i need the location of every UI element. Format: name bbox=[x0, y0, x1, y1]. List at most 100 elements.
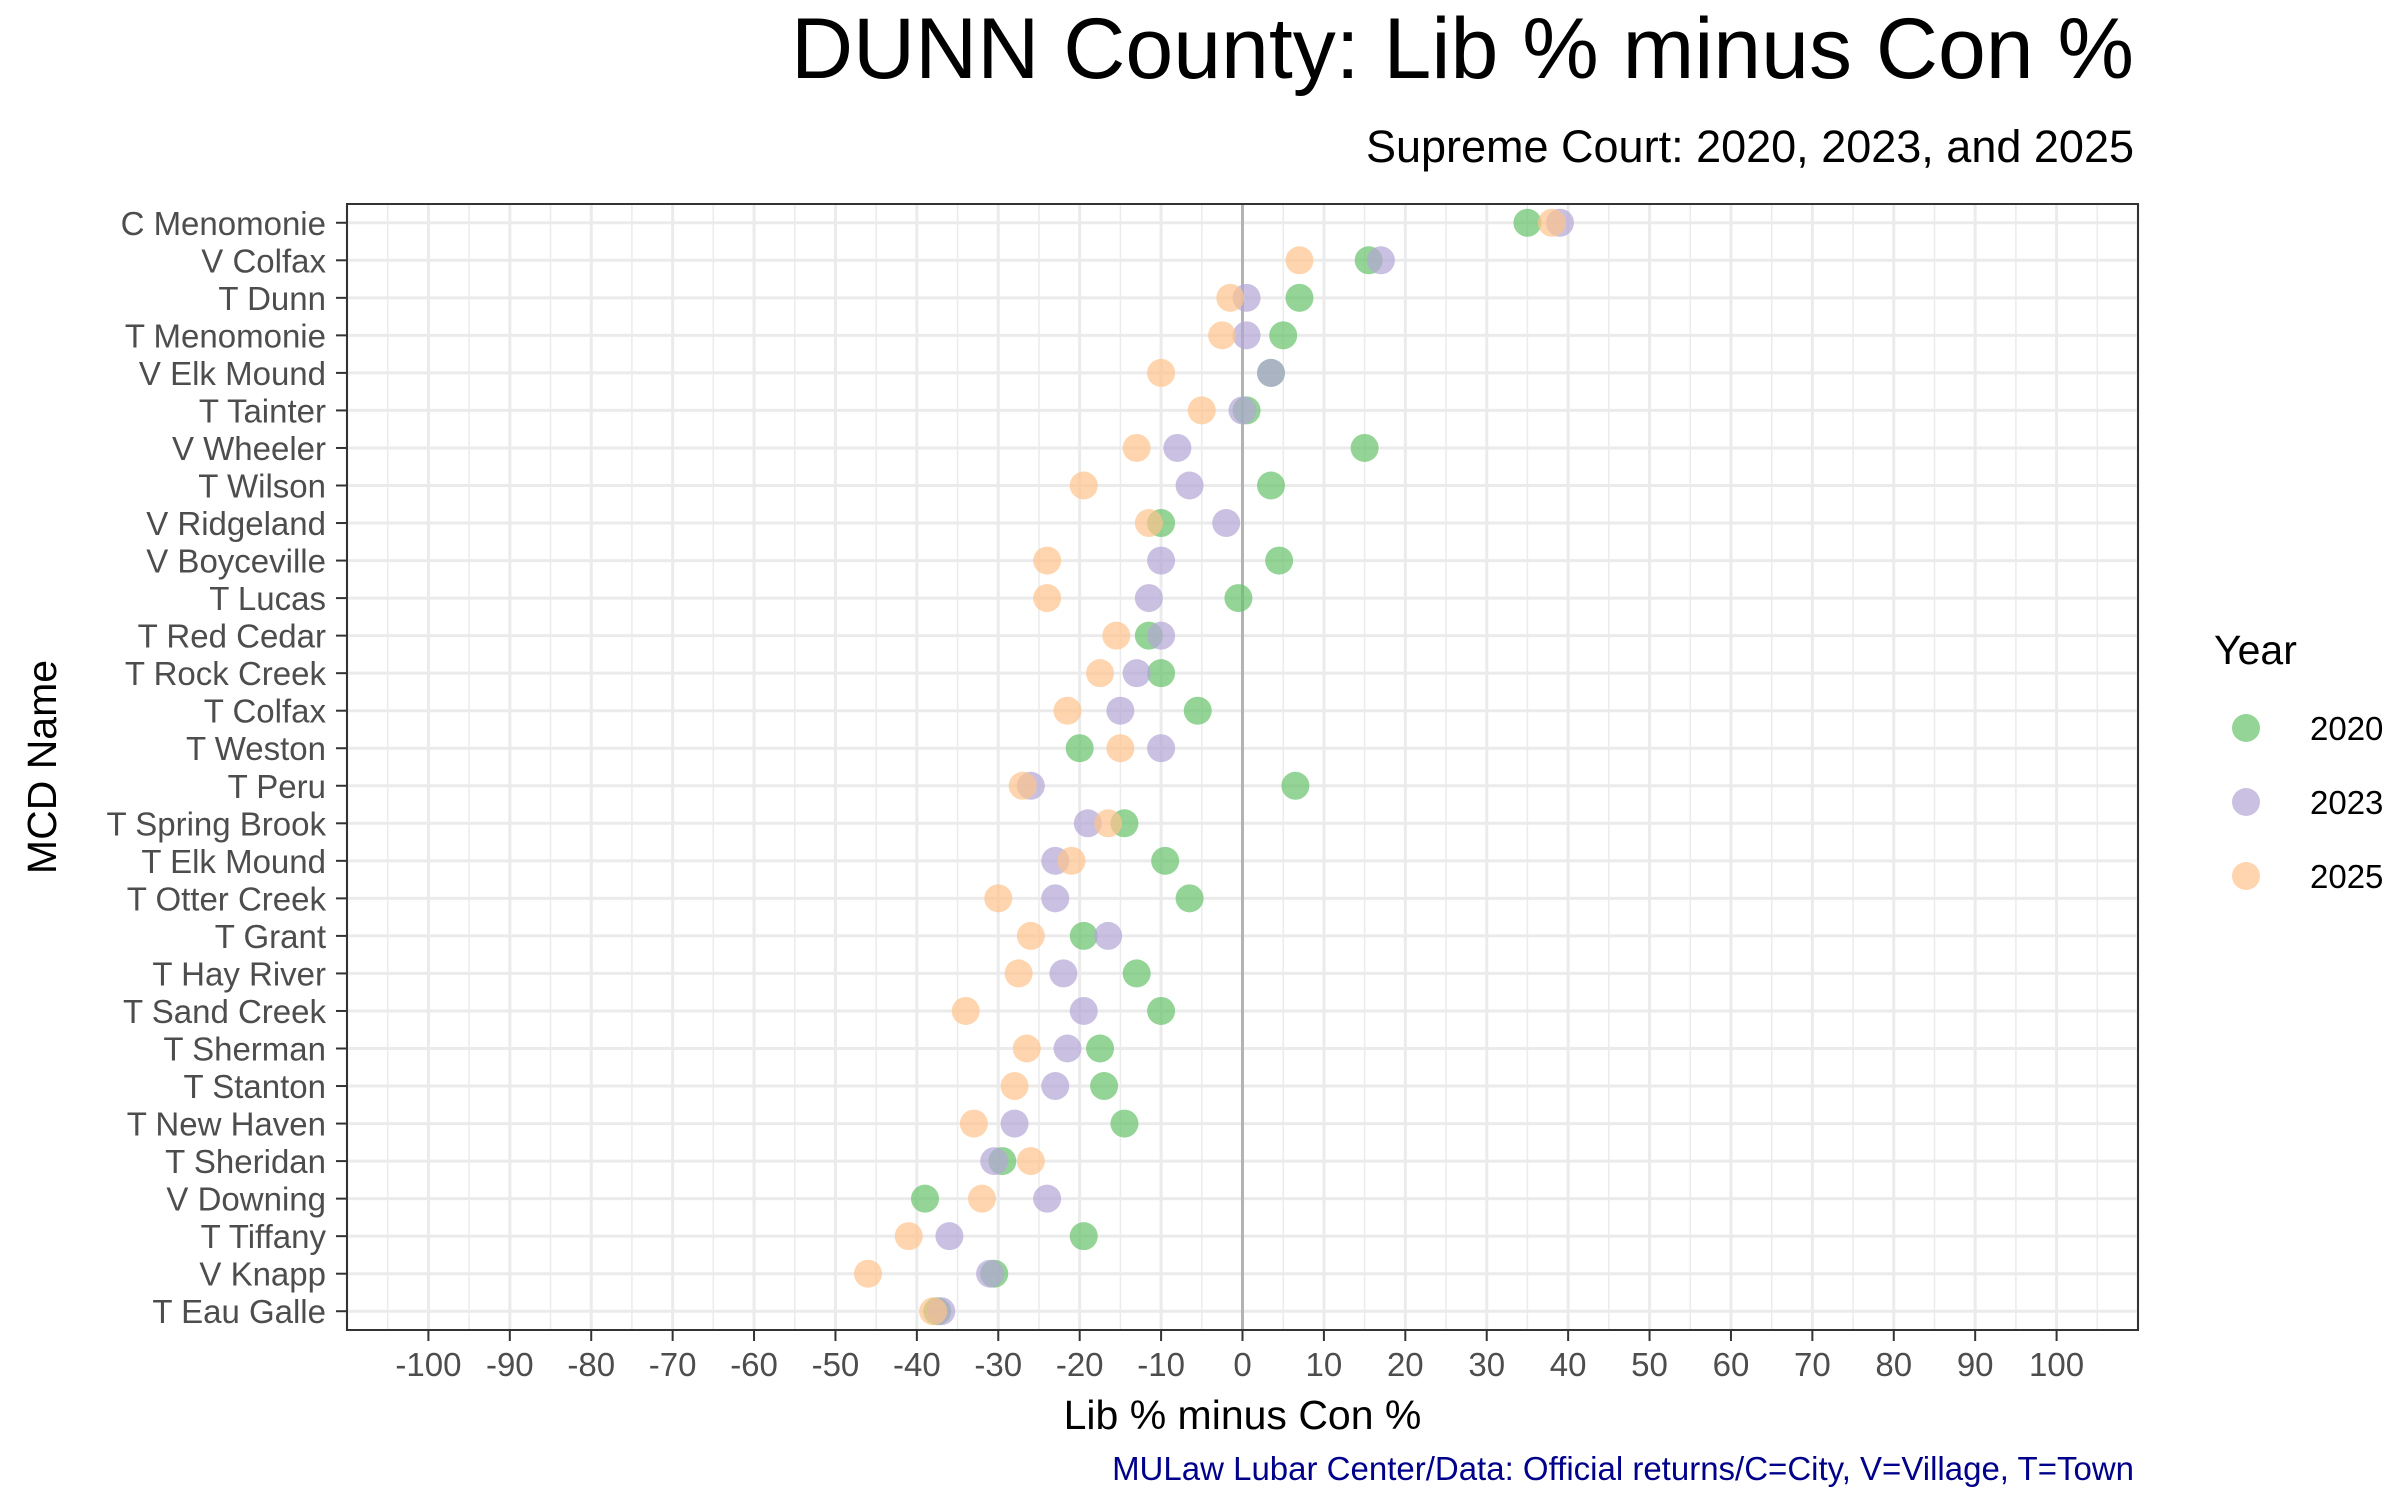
point-2020-v-boyceville bbox=[1265, 546, 1294, 575]
x-tick-label: -60 bbox=[730, 1346, 778, 1383]
y-tick-label: T New Haven bbox=[127, 1106, 326, 1143]
point-2020-t-otter-creek bbox=[1175, 884, 1204, 913]
point-2023-v-colfax bbox=[1366, 246, 1395, 275]
point-2020-t-weston bbox=[1065, 734, 1094, 763]
point-2025-v-downing bbox=[967, 1184, 996, 1213]
point-2025-t-tainter bbox=[1187, 396, 1216, 425]
x-tick-label: -10 bbox=[1137, 1346, 1185, 1383]
point-2020-t-elk-mound bbox=[1151, 846, 1180, 875]
x-tick-label: 90 bbox=[1957, 1346, 1994, 1383]
data-points bbox=[854, 208, 1574, 1326]
point-2023-t-weston bbox=[1147, 734, 1176, 763]
point-2023-t-grant bbox=[1094, 921, 1123, 950]
point-2023-t-lucas bbox=[1134, 584, 1163, 613]
y-tick-label: V Elk Mound bbox=[139, 355, 326, 392]
point-2020-t-sand-creek bbox=[1147, 996, 1176, 1025]
x-tick-label: -100 bbox=[395, 1346, 461, 1383]
x-tick-label: -30 bbox=[974, 1346, 1022, 1383]
point-2023-t-red-cedar bbox=[1147, 621, 1176, 650]
legend-label-2023: 2023 bbox=[2310, 784, 2383, 821]
y-tick-label: T Peru bbox=[228, 768, 326, 805]
point-2025-v-elk-mound bbox=[1147, 358, 1176, 387]
legend-label-2025: 2025 bbox=[2310, 858, 2383, 895]
point-2025-t-menomonie bbox=[1208, 321, 1237, 350]
point-2025-t-sand-creek bbox=[951, 996, 980, 1025]
point-2020-v-downing bbox=[911, 1184, 940, 1213]
point-2025-t-stanton bbox=[1000, 1072, 1029, 1101]
x-tick-label: -40 bbox=[893, 1346, 941, 1383]
point-2020-t-peru bbox=[1281, 771, 1310, 800]
y-tick-label: T Hay River bbox=[152, 955, 326, 992]
y-tick-label: T Menomonie bbox=[125, 317, 326, 354]
point-2025-t-peru bbox=[1008, 771, 1037, 800]
point-2025-v-knapp bbox=[854, 1259, 883, 1288]
point-2020-t-stanton bbox=[1090, 1072, 1119, 1101]
point-2023-v-downing bbox=[1033, 1184, 1062, 1213]
point-2020-t-colfax bbox=[1183, 696, 1212, 725]
point-2025-t-new-haven bbox=[959, 1109, 988, 1138]
point-2020-t-new-haven bbox=[1110, 1109, 1139, 1138]
chart-title: DUNN County: Lib % minus Con % bbox=[790, 1, 2134, 97]
point-2023-v-ridgeland bbox=[1212, 509, 1241, 538]
point-2025-t-wilson bbox=[1069, 471, 1098, 500]
x-tick-label: 0 bbox=[1233, 1346, 1251, 1383]
x-tick-label: 30 bbox=[1468, 1346, 1505, 1383]
x-tick-label: 20 bbox=[1387, 1346, 1424, 1383]
point-2023-t-colfax bbox=[1106, 696, 1135, 725]
point-2023-v-knapp bbox=[976, 1259, 1005, 1288]
point-2020-t-sherman bbox=[1086, 1034, 1115, 1063]
point-2020-t-dunn bbox=[1285, 283, 1314, 312]
y-tick-label: T Wilson bbox=[198, 468, 326, 505]
point-2023-t-sherman bbox=[1053, 1034, 1082, 1063]
point-2023-v-wheeler bbox=[1163, 433, 1192, 462]
x-tick-label: -50 bbox=[812, 1346, 860, 1383]
y-tick-label: T Grant bbox=[215, 918, 326, 955]
y-tick-label: C Menomonie bbox=[121, 205, 326, 242]
point-2025-v-wheeler bbox=[1122, 433, 1151, 462]
point-2023-t-tainter bbox=[1228, 396, 1257, 425]
point-2025-t-grant bbox=[1016, 921, 1045, 950]
x-tick-label: 50 bbox=[1631, 1346, 1668, 1383]
y-tick-label: V Wheeler bbox=[172, 430, 326, 467]
point-2025-t-eau-galle bbox=[919, 1297, 948, 1326]
point-2020-t-lucas bbox=[1224, 584, 1253, 613]
point-2023-t-spring-brook bbox=[1073, 809, 1102, 838]
x-axis-ticks: -100 -90 -80 -70 -60 -50 -40 -30 -20 -10 0 10 20 30 40… bbox=[395, 1330, 2084, 1383]
point-2025-v-boyceville bbox=[1033, 546, 1062, 575]
y-tick-label: V Colfax bbox=[201, 242, 326, 279]
x-tick-label: -90 bbox=[486, 1346, 534, 1383]
point-2025-t-weston bbox=[1106, 734, 1135, 763]
point-2025-c-menomonie bbox=[1537, 208, 1566, 237]
y-tick-label: T Colfax bbox=[204, 693, 327, 730]
point-2020-t-wilson bbox=[1256, 471, 1285, 500]
legend-label-2020: 2020 bbox=[2310, 710, 2383, 747]
y-tick-label: V Ridgeland bbox=[146, 505, 326, 542]
y-tick-label: V Downing bbox=[166, 1181, 326, 1218]
point-2023-t-hay-river bbox=[1049, 959, 1078, 988]
point-2023-t-wilson bbox=[1175, 471, 1204, 500]
x-tick-label: -20 bbox=[1056, 1346, 1104, 1383]
point-2023-t-new-haven bbox=[1000, 1109, 1029, 1138]
legend-title: Year bbox=[2214, 627, 2297, 673]
point-2025-t-tiffany bbox=[894, 1222, 923, 1251]
point-2020-c-menomonie bbox=[1513, 208, 1542, 237]
y-tick-label: T Weston bbox=[186, 730, 326, 767]
y-tick-label: T Dunn bbox=[218, 280, 326, 317]
y-tick-label: T Lucas bbox=[209, 580, 326, 617]
point-2023-t-sheridan bbox=[980, 1147, 1009, 1176]
point-2025-v-ridgeland bbox=[1134, 509, 1163, 538]
point-2025-t-sherman bbox=[1012, 1034, 1041, 1063]
legend: Year 2020 2023 2025 bbox=[2214, 627, 2383, 895]
point-2025-t-rock-creek bbox=[1086, 659, 1115, 688]
y-tick-label: T Eau Galle bbox=[152, 1293, 326, 1330]
y-tick-label: T Sheridan bbox=[165, 1143, 326, 1180]
legend-swatch-2025 bbox=[2232, 862, 2260, 890]
x-tick-label: 100 bbox=[2029, 1346, 2084, 1383]
point-2025-t-lucas bbox=[1033, 584, 1062, 613]
legend-swatch-2020 bbox=[2232, 714, 2260, 742]
point-2020-t-hay-river bbox=[1122, 959, 1151, 988]
point-2025-t-otter-creek bbox=[984, 884, 1013, 913]
point-2025-t-sheridan bbox=[1016, 1147, 1045, 1176]
legend-swatch-2023 bbox=[2232, 788, 2260, 816]
